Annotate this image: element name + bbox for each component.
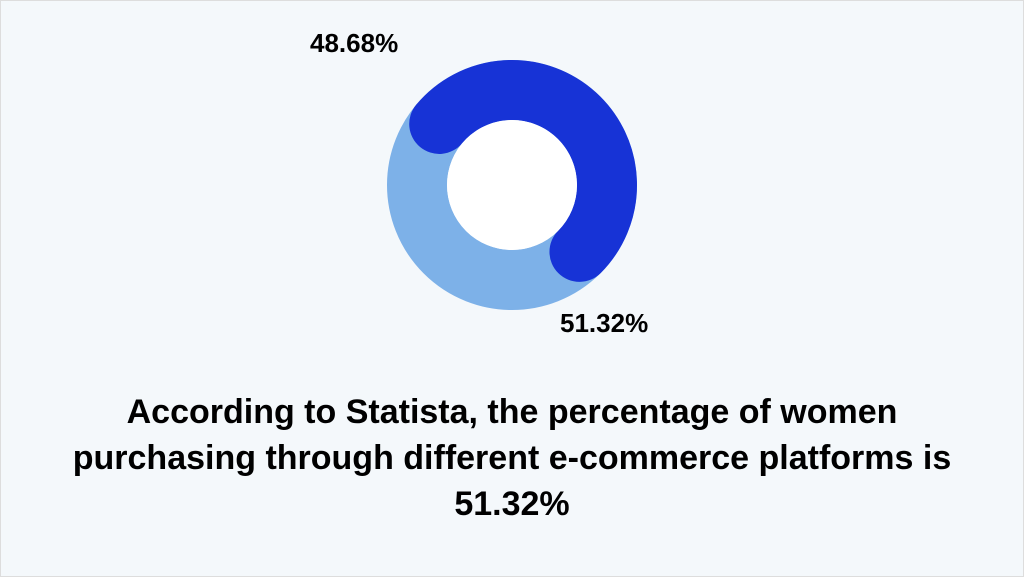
primary-percent-label: 51.32% [560, 308, 648, 339]
caption-text: According to Statista, the percentage of… [72, 390, 952, 528]
secondary-percent-label: 48.68% [310, 28, 398, 59]
donut-chart [355, 28, 669, 342]
donut-svg [355, 28, 669, 342]
infographic-canvas: 48.68% 51.32% According to Statista, the… [0, 0, 1024, 577]
